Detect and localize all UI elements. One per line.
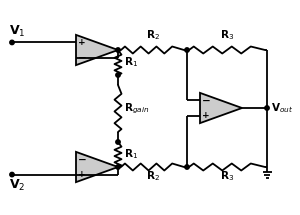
Text: R$_{gain}$: R$_{gain}$ — [124, 101, 149, 116]
Polygon shape — [200, 93, 242, 123]
Circle shape — [116, 73, 120, 77]
Circle shape — [185, 48, 189, 52]
Text: −: − — [78, 52, 86, 63]
Text: R$_1$: R$_1$ — [124, 148, 138, 161]
Text: V$_1$: V$_1$ — [9, 24, 26, 39]
Polygon shape — [76, 35, 118, 65]
Text: R$_2$: R$_2$ — [146, 28, 160, 42]
Circle shape — [116, 48, 120, 52]
Text: R$_2$: R$_2$ — [146, 169, 160, 183]
Text: +: + — [78, 170, 86, 179]
Circle shape — [10, 40, 14, 45]
Circle shape — [10, 172, 14, 177]
Circle shape — [265, 106, 269, 110]
Circle shape — [116, 165, 120, 169]
Circle shape — [116, 140, 120, 144]
Text: V$_2$: V$_2$ — [9, 178, 26, 193]
Text: V$_{out}$: V$_{out}$ — [271, 101, 293, 115]
Text: −: − — [202, 95, 210, 105]
Polygon shape — [76, 152, 118, 182]
Text: +: + — [202, 111, 210, 120]
Text: +: + — [78, 38, 86, 47]
Circle shape — [185, 165, 189, 169]
Text: −: − — [78, 154, 86, 164]
Text: R$_3$: R$_3$ — [220, 169, 234, 183]
Text: R$_3$: R$_3$ — [220, 28, 234, 42]
Text: R$_1$: R$_1$ — [124, 56, 138, 69]
